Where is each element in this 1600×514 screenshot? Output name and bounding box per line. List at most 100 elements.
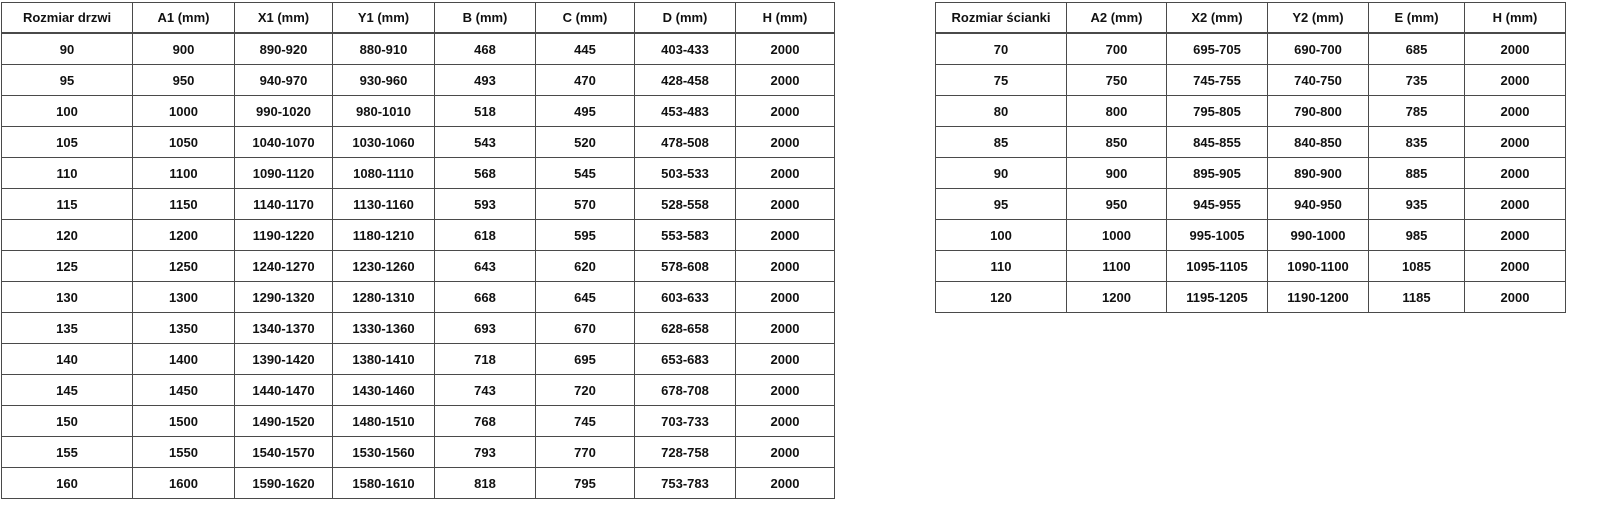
table-cell: 940-970	[234, 64, 333, 96]
table-cell: 528-558	[634, 188, 736, 220]
table-cell: 945-955	[1166, 188, 1268, 220]
table-cell: 1600	[132, 467, 235, 499]
table-cell: 80	[935, 95, 1067, 127]
table-cell: 1480-1510	[332, 405, 435, 437]
table-cell: 668	[434, 281, 536, 313]
table-cell: 2000	[735, 64, 835, 96]
table-cell: 720	[535, 374, 635, 406]
table-cell: 2000	[735, 405, 835, 437]
table-cell: 110	[1, 157, 133, 189]
table-cell: 1040-1070	[234, 126, 333, 158]
table-cell: 995-1005	[1166, 219, 1268, 251]
table-cell: 885	[1368, 157, 1465, 189]
table-row: 120 1200 1190-1220 1180-1210 618 595 553-583 20…	[1, 219, 835, 251]
table-cell: 793	[434, 436, 536, 468]
table-cell: 140	[1, 343, 133, 375]
table-cell: 2000	[735, 188, 835, 220]
table-row: 160 1600 1590-1620 1580-1610 818 795 753-783 20…	[1, 467, 835, 499]
column-header: D (mm)	[634, 2, 736, 34]
table-cell: 2000	[735, 374, 835, 406]
table-cell: 685	[1368, 32, 1465, 65]
table-cell: 135	[1, 312, 133, 344]
table-cell: 645	[535, 281, 635, 313]
table-cell: 578-608	[634, 250, 736, 282]
table-cell: 518	[434, 95, 536, 127]
door-table-body: 90 900 890-920 880-910 468 445 403-433 2000 95 95…	[1, 32, 835, 499]
table-cell: 845-855	[1166, 126, 1268, 158]
table-cell: 2000	[735, 32, 835, 65]
table-cell: 1440-1470	[234, 374, 333, 406]
table-cell: 1250	[132, 250, 235, 282]
column-header: X2 (mm)	[1166, 2, 1268, 34]
table-cell: 110	[935, 250, 1067, 282]
table-cell: 428-458	[634, 64, 736, 96]
table-cell: 895-905	[1166, 157, 1268, 189]
wall-size-table: Rozmiar ścianki A2 (mm) X2 (mm) Y2 (mm) E (m…	[935, 2, 1566, 313]
door-table-header: Rozmiar drzwi A1 (mm) X1 (mm) Y1 (mm) B (mm)…	[1, 2, 835, 34]
column-header: E (mm)	[1368, 2, 1465, 34]
table-row: 155 1550 1540-1570 1530-1560 793 770 728-758 20…	[1, 436, 835, 468]
table-cell: 1340-1370	[234, 312, 333, 344]
table-cell: 900	[132, 32, 235, 65]
table-cell: 670	[535, 312, 635, 344]
table-cell: 1300	[132, 281, 235, 313]
table-cell: 145	[1, 374, 133, 406]
table-cell: 703-733	[634, 405, 736, 437]
column-header: B (mm)	[434, 2, 536, 34]
table-cell: 628-658	[634, 312, 736, 344]
table-row: 70 700 695-705 690-700 685 2000	[935, 32, 1566, 65]
table-cell: 1000	[1066, 219, 1167, 251]
table-cell: 120	[935, 281, 1067, 313]
wall-table-header: Rozmiar ścianki A2 (mm) X2 (mm) Y2 (mm) E (m…	[935, 2, 1566, 34]
table-row: 90 900 890-920 880-910 468 445 403-433 2000	[1, 32, 835, 65]
table-cell: 603-633	[634, 281, 736, 313]
table-row: 130 1300 1290-1320 1280-1310 668 645 603-633 20…	[1, 281, 835, 313]
table-cell: 890-920	[234, 32, 333, 65]
column-header: A2 (mm)	[1066, 2, 1167, 34]
table-cell: 553-583	[634, 219, 736, 251]
column-header: A1 (mm)	[132, 2, 235, 34]
table-cell: 840-850	[1267, 126, 1369, 158]
header-row: Rozmiar ścianki A2 (mm) X2 (mm) Y2 (mm) E (m…	[935, 2, 1566, 34]
table-cell: 545	[535, 157, 635, 189]
table-cell: 1100	[132, 157, 235, 189]
table-cell: 700	[1066, 32, 1167, 65]
table-cell: 900	[1066, 157, 1167, 189]
table-cell: 1350	[132, 312, 235, 344]
table-cell: 2000	[735, 157, 835, 189]
table-cell: 950	[1066, 188, 1167, 220]
table-cell: 2000	[1464, 157, 1566, 189]
table-row: 110 1100 1095-1105 1090-1100 1085 2000	[935, 250, 1566, 282]
table-cell: 620	[535, 250, 635, 282]
table-row: 95 950 945-955 940-950 935 2000	[935, 188, 1566, 220]
table-cell: 835	[1368, 126, 1465, 158]
table-cell: 1530-1560	[332, 436, 435, 468]
table-cell: 1190-1220	[234, 219, 333, 251]
table-cell: 1400	[132, 343, 235, 375]
table-cell: 1550	[132, 436, 235, 468]
table-cell: 980-1010	[332, 95, 435, 127]
table-cell: 1240-1270	[234, 250, 333, 282]
header-row: Rozmiar drzwi A1 (mm) X1 (mm) Y1 (mm) B (mm)…	[1, 2, 835, 34]
column-header: X1 (mm)	[234, 2, 333, 34]
table-cell: 1095-1105	[1166, 250, 1268, 282]
table-cell: 493	[434, 64, 536, 96]
table-cell: 2000	[735, 281, 835, 313]
table-cell: 990-1000	[1267, 219, 1369, 251]
table-cell: 935	[1368, 188, 1465, 220]
table-cell: 2000	[1464, 188, 1566, 220]
table-cell: 653-683	[634, 343, 736, 375]
table-cell: 2000	[735, 250, 835, 282]
table-row: 100 1000 995-1005 990-1000 985 2000	[935, 219, 1566, 251]
table-cell: 1050	[132, 126, 235, 158]
table-cell: 985	[1368, 219, 1465, 251]
table-cell: 818	[434, 467, 536, 499]
table-cell: 120	[1, 219, 133, 251]
table-cell: 403-433	[634, 32, 736, 65]
table-row: 80 800 795-805 790-800 785 2000	[935, 95, 1566, 127]
table-row: 150 1500 1490-1520 1480-1510 768 745 703-733 20…	[1, 405, 835, 437]
table-cell: 100	[935, 219, 1067, 251]
table-cell: 1330-1360	[332, 312, 435, 344]
table-cell: 1000	[132, 95, 235, 127]
